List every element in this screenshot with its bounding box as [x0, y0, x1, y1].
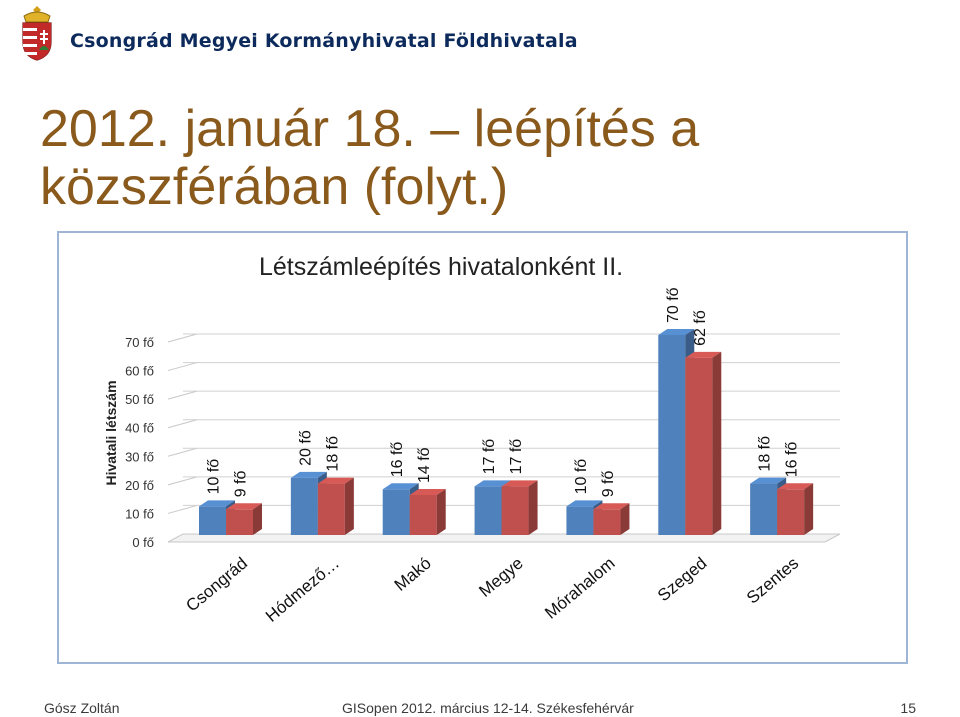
data-label: 18 fő	[324, 436, 341, 472]
chart-title: Létszámleépítés hivatalonként II.	[259, 253, 623, 281]
slide-title: 2012. január 18. – leépítés a közszféráb…	[40, 100, 760, 216]
bar	[658, 335, 686, 535]
slide-title-line-2: közszférában (folyt.)	[40, 158, 509, 216]
bar	[226, 509, 253, 535]
bar-side	[528, 480, 538, 535]
bar-top	[199, 500, 235, 507]
data-label: 9 fő	[600, 470, 617, 497]
bar-top	[750, 477, 787, 484]
bar-top	[566, 500, 603, 507]
y-tick-label: 70 fő	[125, 335, 154, 350]
gridline-join	[167, 333, 198, 343]
gridline-join	[167, 447, 198, 457]
x-tick-label: Makó	[391, 554, 435, 595]
y-tick-label: 0 fő	[132, 535, 154, 550]
bar-top	[501, 480, 538, 487]
y-tick-label: 60 fő	[125, 364, 154, 379]
bar	[777, 489, 805, 535]
gridline-join	[167, 419, 198, 429]
bar-chart: Létszámleépítés hivatalonként II. 0 fő 10 …	[103, 253, 841, 626]
bar-top	[685, 351, 722, 358]
bar-top	[226, 503, 262, 510]
x-tick-label: Szeged	[654, 554, 710, 606]
data-label: 16 fő	[389, 442, 406, 478]
footer-event: GISopen 2012. március 12-14. Székesfehér…	[342, 700, 634, 716]
data-label: 20 fő	[297, 430, 314, 466]
x-tick-label: Szentes	[743, 554, 802, 608]
bar-side	[712, 351, 722, 535]
data-label: 10 fő	[573, 459, 590, 495]
x-tick-label: Mórahalom	[541, 554, 618, 623]
data-label: 17 fő	[508, 439, 525, 475]
bar	[290, 477, 318, 535]
footer-page-number: 15	[900, 700, 916, 716]
bar	[685, 357, 713, 535]
y-tick-label: 40 fő	[125, 421, 154, 436]
coat-of-arms-icon	[22, 6, 52, 61]
bar-top	[382, 483, 419, 490]
gridline-join	[167, 362, 198, 372]
bar	[199, 506, 226, 535]
bar	[317, 483, 345, 535]
data-label: 17 fő	[481, 439, 498, 475]
bar-top	[777, 483, 814, 490]
data-label: 14 fő	[416, 447, 433, 483]
bar-side	[436, 489, 446, 535]
data-label: 70 fő	[665, 287, 682, 323]
bar-top	[593, 503, 630, 510]
organization-name: Csongrád Megyei Kormányhivatal Földhivat…	[70, 30, 578, 52]
y-tick-label: 30 fő	[125, 449, 154, 464]
bar-top	[317, 477, 354, 484]
bar-top	[290, 471, 327, 478]
gridline-join	[167, 504, 198, 514]
bar-side	[804, 483, 814, 535]
bar	[566, 506, 594, 535]
bar	[501, 486, 529, 535]
gridline-join	[167, 390, 198, 400]
data-label: 18 fő	[757, 436, 774, 472]
bar	[593, 509, 621, 535]
y-tick-label: 20 fő	[125, 478, 154, 493]
y-tick-label: 10 fő	[125, 506, 154, 521]
bar	[750, 483, 778, 535]
x-tick-label: Hódmező…	[262, 554, 343, 626]
bar-side	[344, 477, 354, 535]
gridline-join	[167, 476, 198, 486]
bar-side	[253, 503, 262, 535]
data-label: 9 fő	[233, 470, 250, 497]
chart-floor	[167, 533, 841, 543]
slide-title-line-1: 2012. január 18. – leépítés a	[40, 100, 700, 158]
data-label: 62 fő	[692, 310, 709, 346]
bar-top	[409, 489, 446, 495]
bar-top	[474, 480, 511, 487]
bar	[474, 486, 502, 535]
y-tick-label: 50 fő	[125, 392, 154, 407]
x-tick-label: Megye	[475, 554, 526, 601]
data-label: 10 fő	[206, 459, 223, 495]
bar	[409, 495, 437, 535]
y-axis-title: Hivatali létszám	[103, 380, 119, 485]
bar-top	[658, 329, 695, 335]
data-label: 16 fő	[784, 442, 801, 478]
footer-author: Gósz Zoltán	[44, 700, 120, 716]
bar	[382, 489, 410, 535]
x-tick-label: Csongrád	[182, 554, 251, 616]
bar-side	[620, 503, 630, 535]
chart-frame: Létszámleépítés hivatalonként II. 0 fő 10 …	[57, 231, 908, 664]
